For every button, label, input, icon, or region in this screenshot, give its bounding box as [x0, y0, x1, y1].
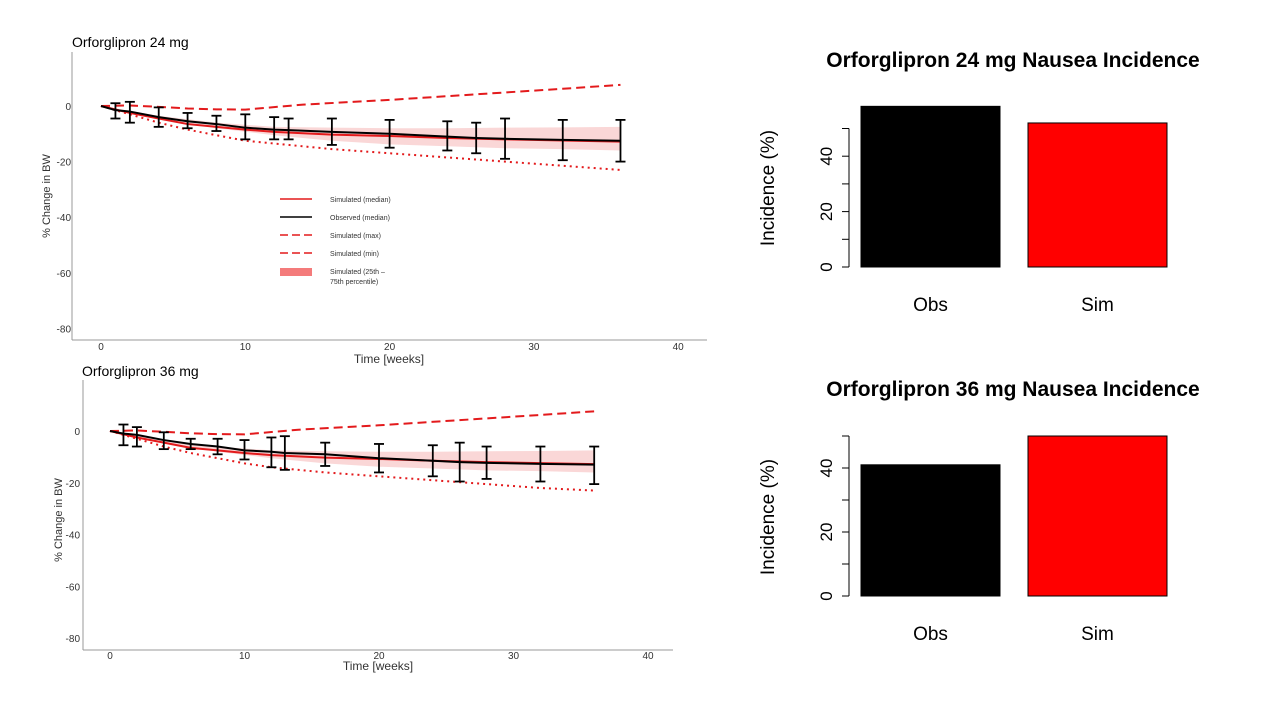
y-tick-label: 0: [65, 102, 71, 113]
iqr-band-layer: [110, 431, 595, 473]
nausea-bar-chart-24mg: Orforglipron 24 mg Nausea Incidence Inci…: [758, 49, 1200, 316]
errorbars-layer: [118, 423, 600, 485]
bars-layer: Obs Sim: [860, 105, 1168, 316]
chart-title: Orforglipron 36 mg Nausea Incidence: [826, 378, 1199, 401]
y-tick-label: -20: [57, 158, 72, 169]
series-lines-layer: [109, 410, 595, 492]
x-category-label: Obs: [913, 624, 948, 645]
bar-sim: [1027, 435, 1168, 597]
legend-label: Observed (median): [330, 215, 390, 222]
bar-obs: [860, 464, 1001, 597]
bars-layer: Obs Sim: [860, 435, 1168, 645]
x-tick-label: 0: [98, 342, 104, 353]
y-axis-label: % Change in BW: [41, 154, 53, 238]
y-axis: 0 20 40: [817, 435, 850, 601]
y-tick-label: 0: [817, 262, 836, 271]
y-tick-label: -60: [57, 269, 72, 280]
x-category-label: Obs: [913, 295, 948, 316]
y-tick-label: 0: [817, 591, 836, 600]
y-tick-label: -80: [57, 324, 72, 335]
series-line-sim-max: [109, 410, 595, 436]
y-tick-label: -80: [66, 634, 81, 645]
x-ticks: 0 10 20 30 40: [98, 342, 684, 353]
y-ticks: 0 -20 -40 -60 -80: [66, 427, 81, 645]
x-tick-label: 20: [373, 651, 385, 662]
series-line-sim-max: [100, 83, 621, 111]
y-axis-label: Incidence (%): [758, 130, 779, 246]
errorbars-layer: [110, 100, 626, 163]
y-axis: 0 20 40: [817, 128, 850, 272]
legend-label: 75th percentile): [330, 279, 378, 286]
bar-sim: [1027, 122, 1168, 268]
y-tick-label: -40: [57, 213, 72, 224]
x-ticks: 0 10 20 30 40: [107, 651, 654, 662]
chart-title: Orforglipron 24 mg Nausea Incidence: [826, 49, 1199, 72]
legend-label: Simulated (min): [330, 251, 379, 258]
x-tick-label: 0: [107, 651, 113, 662]
y-tick-label: 40: [817, 459, 836, 478]
legend-swatch-band: [280, 268, 312, 276]
y-axis-label: Incidence (%): [758, 459, 779, 575]
x-axis-label: Time [weeks]: [354, 352, 424, 366]
x-tick-label: 30: [508, 651, 520, 662]
weight-chart-24mg: Orforglipron 24 mg 0 -20 -40 -60 -80 0 10 20 30…: [41, 34, 707, 366]
x-category-label: Sim: [1081, 624, 1114, 645]
legend-label: Simulated (max): [330, 233, 381, 240]
x-tick-label: 30: [528, 342, 540, 353]
legend-label: Simulated (median): [330, 197, 391, 204]
x-axis-label: Time [weeks]: [343, 659, 413, 673]
x-tick-label: 40: [642, 651, 654, 662]
chart-title: Orforglipron 24 mg: [72, 34, 189, 50]
y-tick-label: 20: [817, 202, 836, 221]
series-line-observed: [109, 430, 595, 466]
y-tick-label: -60: [66, 582, 81, 593]
iqr-band-layer: [101, 106, 621, 151]
chart-title: Orforglipron 36 mg: [82, 363, 199, 379]
y-tick-label: 40: [817, 147, 836, 166]
nausea-bar-chart-36mg: Orforglipron 36 mg Nausea Incidence Inci…: [758, 378, 1200, 645]
x-tick-label: 40: [673, 342, 685, 353]
iqr-band: [101, 106, 621, 151]
y-tick-label: -40: [66, 531, 81, 542]
y-tick-label: 0: [74, 427, 80, 438]
bar-obs: [860, 105, 1001, 268]
y-ticks: 0 -20 -40 -60 -80: [57, 102, 72, 335]
legend-label: Simulated (25th –: [330, 269, 385, 276]
y-axis-label: % Change in BW: [53, 478, 65, 562]
y-tick-label: -20: [66, 479, 81, 490]
y-tick-label: 20: [817, 523, 836, 542]
legend: Simulated (median) Observed (median) Sim…: [280, 197, 391, 286]
x-category-label: Sim: [1081, 295, 1114, 316]
x-tick-label: 20: [384, 342, 396, 353]
iqr-band: [110, 431, 595, 473]
x-tick-label: 10: [240, 342, 252, 353]
weight-chart-36mg: Orforglipron 36 mg 0 -20 -40 -60 -80 0 10 20 30…: [53, 363, 673, 673]
series-line-observed: [100, 105, 621, 142]
x-tick-label: 10: [239, 651, 251, 662]
series-lines-layer: [100, 83, 621, 171]
